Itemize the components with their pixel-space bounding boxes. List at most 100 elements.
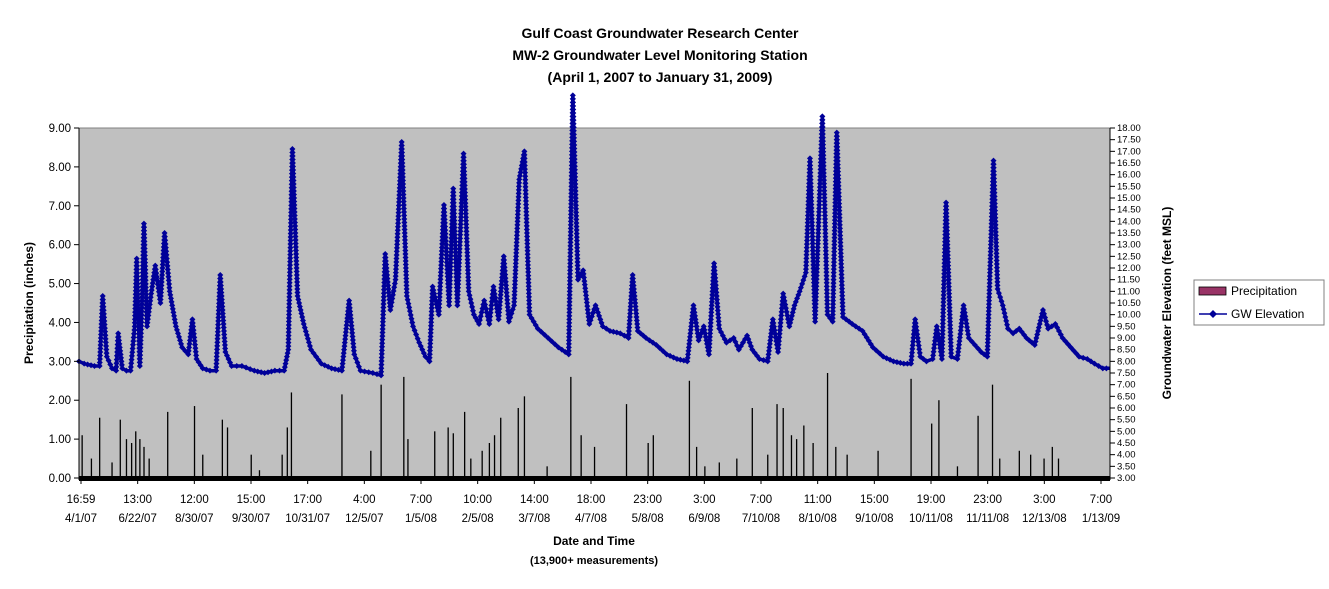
- gw-elevation-point: [403, 289, 410, 296]
- x-tick-date: 10/11/08: [909, 513, 953, 525]
- gw-elevation-point: [392, 276, 399, 283]
- gw-elevation-point: [458, 189, 465, 196]
- gw-elevation-point: [945, 276, 952, 283]
- gw-elevation-point: [526, 308, 533, 315]
- right-tick-label: 5.50: [1117, 415, 1136, 426]
- gw-elevation-point: [994, 271, 1001, 278]
- gw-elevation-point: [142, 263, 149, 270]
- gw-elevation-point: [378, 372, 385, 379]
- gw-elevation-point: [378, 354, 385, 361]
- gw-elevation-point: [522, 176, 529, 183]
- gw-elevation-point: [909, 342, 916, 349]
- gw-elevation-point: [380, 297, 387, 304]
- gw-elevation-point: [442, 241, 449, 248]
- gw-elevation-point: [993, 261, 1000, 268]
- gw-elevation-point: [161, 233, 168, 240]
- gw-elevation-point: [1002, 314, 1009, 320]
- gw-elevation-point: [987, 241, 994, 248]
- gw-elevation-point: [399, 163, 406, 170]
- gw-elevation-point: [523, 215, 530, 222]
- gw-elevation-point: [128, 360, 135, 367]
- gw-elevation-point: [944, 245, 951, 252]
- x-tick-time: 7:00: [410, 494, 432, 506]
- gw-elevation-point: [988, 231, 995, 238]
- gw-elevation-point: [910, 338, 917, 345]
- gw-elevation-point: [521, 155, 528, 162]
- gw-elevation-point: [383, 268, 390, 275]
- gw-elevation-point: [134, 280, 141, 287]
- gw-elevation-point: [836, 207, 843, 214]
- gw-elevation-point: [706, 340, 713, 347]
- gw-elevation-point: [488, 302, 495, 309]
- gw-elevation-point: [398, 142, 405, 149]
- gw-elevation-point: [567, 221, 574, 228]
- gw-elevation-point: [807, 180, 814, 187]
- gw-elevation-point: [190, 323, 197, 330]
- gw-elevation-point: [986, 276, 993, 283]
- gw-elevation-point: [339, 360, 346, 367]
- gw-elevation-point: [118, 361, 125, 368]
- gw-elevation-point: [837, 253, 844, 260]
- gw-elevation-point: [631, 289, 638, 296]
- gw-elevation-point: [830, 262, 837, 269]
- precipitation-bar: [148, 458, 150, 478]
- gw-elevation-point: [448, 245, 455, 252]
- gw-elevation-point: [218, 293, 225, 299]
- gw-elevation-point: [145, 308, 152, 315]
- gw-elevation-point: [566, 330, 573, 337]
- gw-elevation-point: [339, 357, 346, 364]
- gw-elevation-point: [187, 333, 194, 340]
- gw-elevation-point: [820, 159, 827, 166]
- gw-elevation-point: [574, 248, 581, 255]
- gw-elevation-point: [103, 346, 110, 353]
- gw-elevation-point: [96, 363, 103, 369]
- precipitation-bar: [523, 396, 526, 478]
- gw-elevation-point: [573, 237, 580, 244]
- gw-elevation-point: [143, 298, 150, 305]
- gw-elevation-point: [464, 249, 471, 256]
- gw-elevation-point: [813, 290, 820, 297]
- gw-elevation-point: [931, 345, 938, 352]
- gw-elevation-point: [585, 310, 592, 317]
- gw-elevation-point: [113, 367, 120, 374]
- precipitation-bar: [470, 458, 472, 478]
- right-tick-label: 7.50: [1117, 368, 1136, 379]
- gw-elevation-point: [399, 149, 406, 156]
- gw-elevation-point: [285, 318, 292, 325]
- gw-elevation-point: [570, 110, 577, 117]
- gw-elevation-point: [465, 277, 472, 284]
- gw-elevation-point: [627, 303, 634, 310]
- left-tick-label: 0.00: [49, 473, 71, 485]
- precipitation-bar: [370, 450, 372, 478]
- gw-elevation-point: [522, 173, 529, 180]
- gw-elevation-point: [462, 214, 469, 221]
- x-tick-time: 18:00: [577, 494, 606, 506]
- gw-elevation-point: [350, 344, 357, 351]
- gw-elevation-point: [817, 177, 824, 184]
- gw-elevation-point: [451, 228, 458, 235]
- gw-elevation-point: [987, 262, 994, 269]
- right-tick-label: 8.00: [1117, 356, 1136, 367]
- gw-elevation-point: [342, 329, 349, 336]
- gw-elevation-point: [987, 245, 994, 252]
- gw-elevation-point: [834, 161, 841, 168]
- gw-elevation-point: [460, 157, 467, 164]
- precipitation-bar: [803, 425, 805, 478]
- gw-elevation-point: [291, 195, 298, 201]
- gw-elevation-point: [159, 261, 166, 268]
- gw-elevation-point: [455, 277, 462, 284]
- gw-elevation-point: [447, 274, 454, 281]
- precipitation-bar: [652, 435, 654, 478]
- gw-elevation-point: [450, 199, 457, 206]
- gw-elevation-point: [127, 363, 134, 370]
- gw-elevation-point: [291, 202, 298, 208]
- gw-elevation-point: [513, 235, 520, 242]
- gw-elevation-point: [823, 276, 830, 283]
- gw-elevation-point: [984, 332, 991, 339]
- gw-elevation-point: [514, 214, 521, 221]
- gw-elevation-point: [523, 226, 530, 233]
- gw-elevation-point: [446, 288, 453, 295]
- gw-elevation-point: [405, 300, 412, 307]
- gw-elevation-point: [839, 292, 846, 299]
- gw-elevation-point: [1099, 365, 1106, 372]
